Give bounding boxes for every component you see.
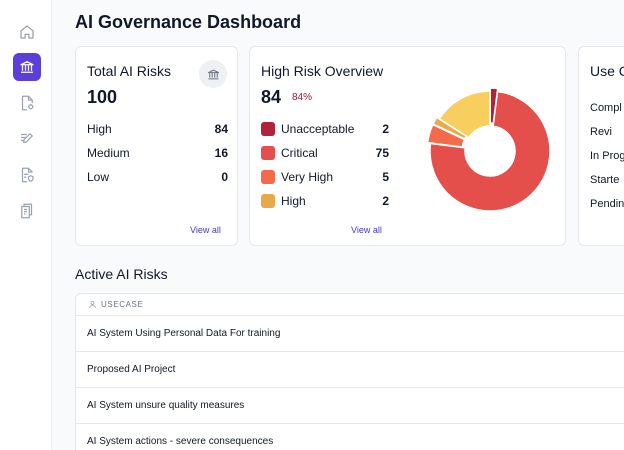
sidebar-item-reports[interactable]	[13, 197, 41, 225]
document-shield-icon	[21, 167, 34, 183]
documents-icon	[21, 203, 33, 219]
bank-icon	[20, 61, 34, 73]
high-risk-card: High Risk Overview 84 84% Unacceptable 2…	[249, 46, 566, 246]
risk-label: Medium	[87, 146, 130, 160]
table-row[interactable]: AI System Using Personal Data For traini…	[76, 316, 624, 352]
sidebar-item-use-cases[interactable]	[13, 89, 41, 117]
legend-swatch	[261, 146, 275, 160]
high-risk-view-all-link[interactable]: View all	[351, 225, 382, 235]
legend-value: 2	[382, 194, 389, 208]
legend-value: 5	[382, 170, 389, 184]
risk-row-medium: Medium 16	[87, 146, 228, 160]
legend-label: Very High	[281, 170, 334, 184]
sidebar-item-assessments[interactable]	[13, 125, 41, 153]
total-risks-title: Total AI Risks	[87, 63, 172, 79]
total-risks-view-all-link[interactable]: View all	[190, 225, 221, 235]
legend-item-unacceptable: Unacceptable 2	[261, 122, 389, 136]
legend-label: High	[281, 194, 306, 208]
total-risks-icon-badge	[199, 60, 227, 88]
active-risks-title: Active AI Risks	[75, 266, 168, 282]
risk-label: Low	[87, 170, 110, 184]
risk-value: 0	[221, 170, 228, 184]
document-settings-icon	[21, 95, 34, 111]
high-risk-title: High Risk Overview	[261, 63, 384, 79]
usecase-status-review: Revi	[590, 126, 613, 138]
risk-value: 84	[214, 122, 228, 136]
home-icon	[20, 25, 34, 39]
sidebar-item-governance[interactable]	[13, 53, 41, 81]
risk-value: 16	[214, 146, 228, 160]
user-icon	[89, 301, 96, 308]
risk-label: High	[87, 122, 112, 136]
usecase-cell: Proposed AI Project	[87, 364, 176, 375]
risk-donut-chart	[426, 87, 551, 212]
sidebar-item-home[interactable]	[13, 18, 41, 46]
legend-value: 75	[375, 146, 389, 160]
legend-swatch	[261, 194, 275, 208]
table-row[interactable]: AI System actions - severe consequences	[76, 424, 624, 450]
risk-row-high: High 84	[87, 122, 228, 136]
usecase-status-in-progress: In Prog	[590, 150, 624, 162]
table-row[interactable]: Proposed AI Project	[76, 352, 624, 388]
legend-item-critical: Critical 75	[261, 146, 389, 160]
usecase-cell: AI System unsure quality measures	[87, 400, 245, 411]
high-risk-percent: 84%	[292, 92, 313, 103]
legend-label: Critical	[281, 146, 318, 160]
table-header: USECASE	[76, 294, 624, 316]
bank-icon	[207, 69, 219, 79]
risk-row-low: Low 0	[87, 170, 228, 184]
sidebar-item-policies[interactable]	[13, 161, 41, 189]
legend-swatch	[261, 170, 275, 184]
sidebar	[0, 0, 52, 450]
usecase-cell: AI System Using Personal Data For traini…	[87, 328, 281, 339]
legend-item-very-high: Very High 5	[261, 170, 389, 184]
legend-item-high: High 2	[261, 194, 389, 208]
donut-slice[interactable]	[429, 90, 551, 212]
column-header-usecase[interactable]: USECASE	[101, 300, 144, 309]
page-title: AI Governance Dashboard	[75, 12, 302, 32]
total-risks-count: 100	[87, 87, 118, 107]
usecase-cell: AI System actions - severe consequences	[87, 436, 274, 447]
legend-swatch	[261, 122, 275, 136]
high-risk-count: 84	[261, 87, 282, 107]
active-risks-table: USECASE AI System Using Personal Data Fo…	[75, 293, 624, 450]
usecase-status-completed: Compl	[590, 102, 622, 114]
donut-slice[interactable]	[438, 90, 491, 139]
total-risks-card: Total AI Risks 100 High 84 Medium 16 Low…	[75, 46, 238, 246]
usecase-status-pending: Pendin	[590, 198, 624, 210]
usecase-card: Use C Compl Revi In Prog Starte Pendin	[578, 46, 624, 246]
legend-label: Unacceptable	[281, 122, 355, 136]
legend-value: 2	[382, 122, 389, 136]
usecase-title: Use C	[590, 63, 624, 79]
table-row[interactable]: AI System unsure quality measures	[76, 388, 624, 424]
edit-check-icon	[21, 133, 33, 143]
usecase-status-started: Starte	[590, 174, 620, 186]
